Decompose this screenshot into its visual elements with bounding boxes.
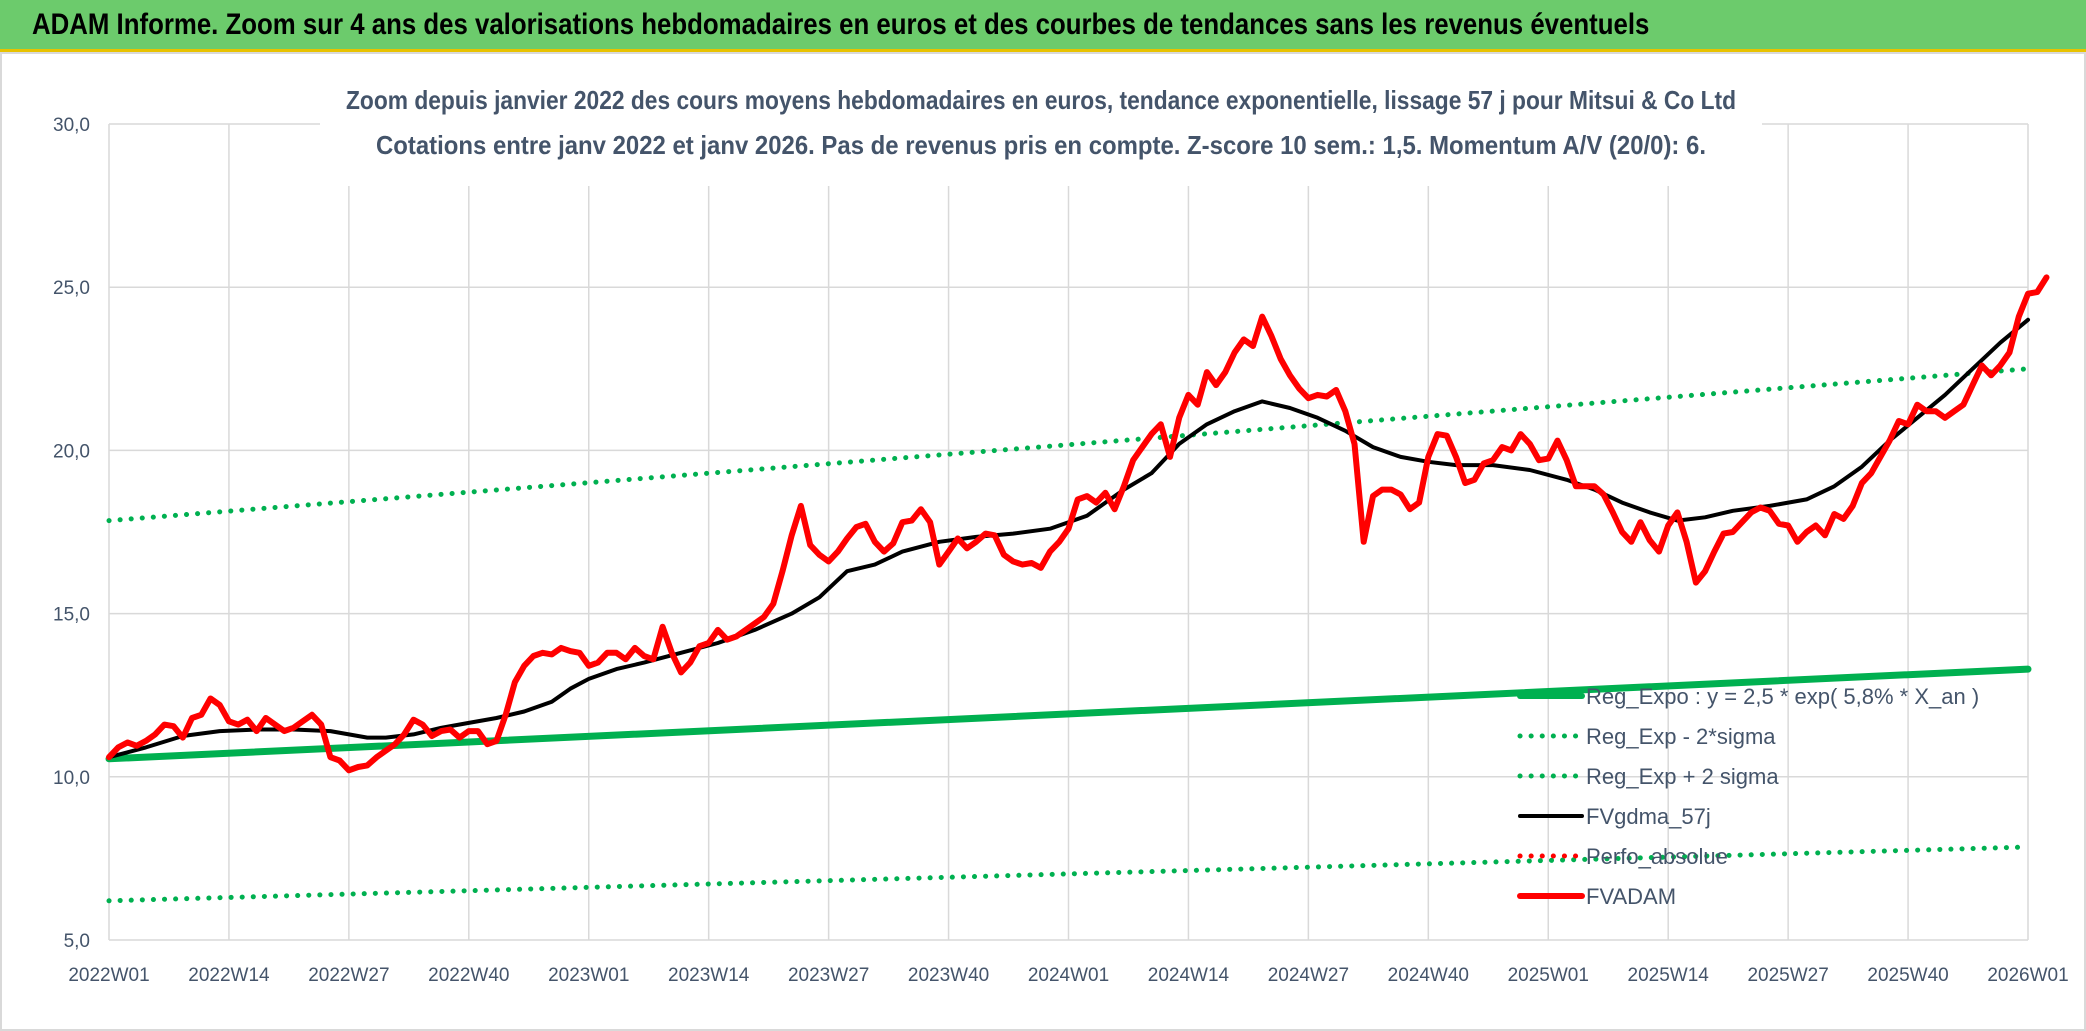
x-tick-label: 2024W14 (1148, 965, 1230, 986)
x-tick-label: 2022W14 (188, 965, 270, 986)
x-axis-labels: 2022W01 2022W14 2022W27 2022W40 2023W01 2023W… (68, 965, 2068, 986)
series-line-reg-exp-2-sigma (106, 366, 2031, 524)
y-tick-label: 30,0 (53, 115, 90, 136)
y-tick-label: 15,0 (53, 605, 90, 626)
series-line-reg-exp-2-sigma (106, 844, 2031, 904)
chart-series (105, 274, 2050, 904)
x-tick-label: 2022W40 (428, 965, 509, 986)
y-tick-label: 20,0 (53, 441, 90, 462)
chart-title-line-2: Cotations entre janv 2022 et janv 2026. … (376, 130, 1706, 160)
legend-label: Perfo_absolue (1586, 844, 1728, 869)
x-tick-label: 2023W40 (908, 965, 989, 986)
y-tick-label: 10,0 (53, 768, 90, 789)
series-line-reg-expo-y-2-5-exp-5-8-x-an (105, 665, 2032, 763)
chart-legend: Reg_Expo : y = 2,5 * exp( 5,8% * X_an ) R… (1517, 684, 1979, 909)
y-tick-label: 25,0 (53, 278, 90, 299)
x-tick-label: 2022W27 (308, 965, 389, 986)
legend-label: Reg_Exp + 2 sigma (1586, 764, 1779, 789)
x-tick-label: 2026W01 (1987, 965, 2068, 986)
x-tick-label: 2022W01 (68, 965, 149, 986)
chart-title-background (320, 74, 1762, 186)
chart-frame: 5,0 10,0 15,0 20,0 25,0 30,0 2022W01 2022W14 20… (0, 52, 2086, 1031)
x-tick-label: 2024W40 (1388, 965, 1469, 986)
x-tick-label: 2025W40 (1867, 965, 1948, 986)
legend-label: FVADAM (1586, 884, 1676, 909)
x-tick-label: 2023W14 (668, 965, 750, 986)
report-banner: ADAM Informe. Zoom sur 4 ans des valoris… (0, 0, 2086, 52)
x-tick-label: 2024W01 (1028, 965, 1109, 986)
y-axis-labels: 5,0 10,0 15,0 20,0 25,0 30,0 (53, 115, 90, 952)
report-title: ADAM Informe. Zoom sur 4 ans des valoris… (32, 8, 1650, 41)
y-tick-label: 5,0 (64, 931, 90, 952)
legend-label: FVgdma_57j (1586, 804, 1711, 829)
x-tick-label: 2023W27 (788, 965, 869, 986)
chart-title-line-1: Zoom depuis janvier 2022 des cours moyen… (346, 85, 1736, 115)
legend-label: Reg_Exp - 2*sigma (1586, 724, 1776, 749)
x-tick-label: 2025W27 (1747, 965, 1828, 986)
x-tick-label: 2025W14 (1628, 965, 1710, 986)
x-tick-label: 2025W01 (1508, 965, 1589, 986)
x-tick-label: 2024W27 (1268, 965, 1349, 986)
series-line-fvgdma-57j (107, 317, 2030, 760)
line-chart: 5,010,015,020,025,030,0 2022W01 2022W14 20… (53, 74, 2069, 986)
x-tick-label: 2023W01 (548, 965, 629, 986)
series-line-fvadam (106, 274, 2050, 774)
legend-label: Reg_Expo : y = 2,5 * exp( 5,8% * X_an ) (1586, 684, 1979, 709)
